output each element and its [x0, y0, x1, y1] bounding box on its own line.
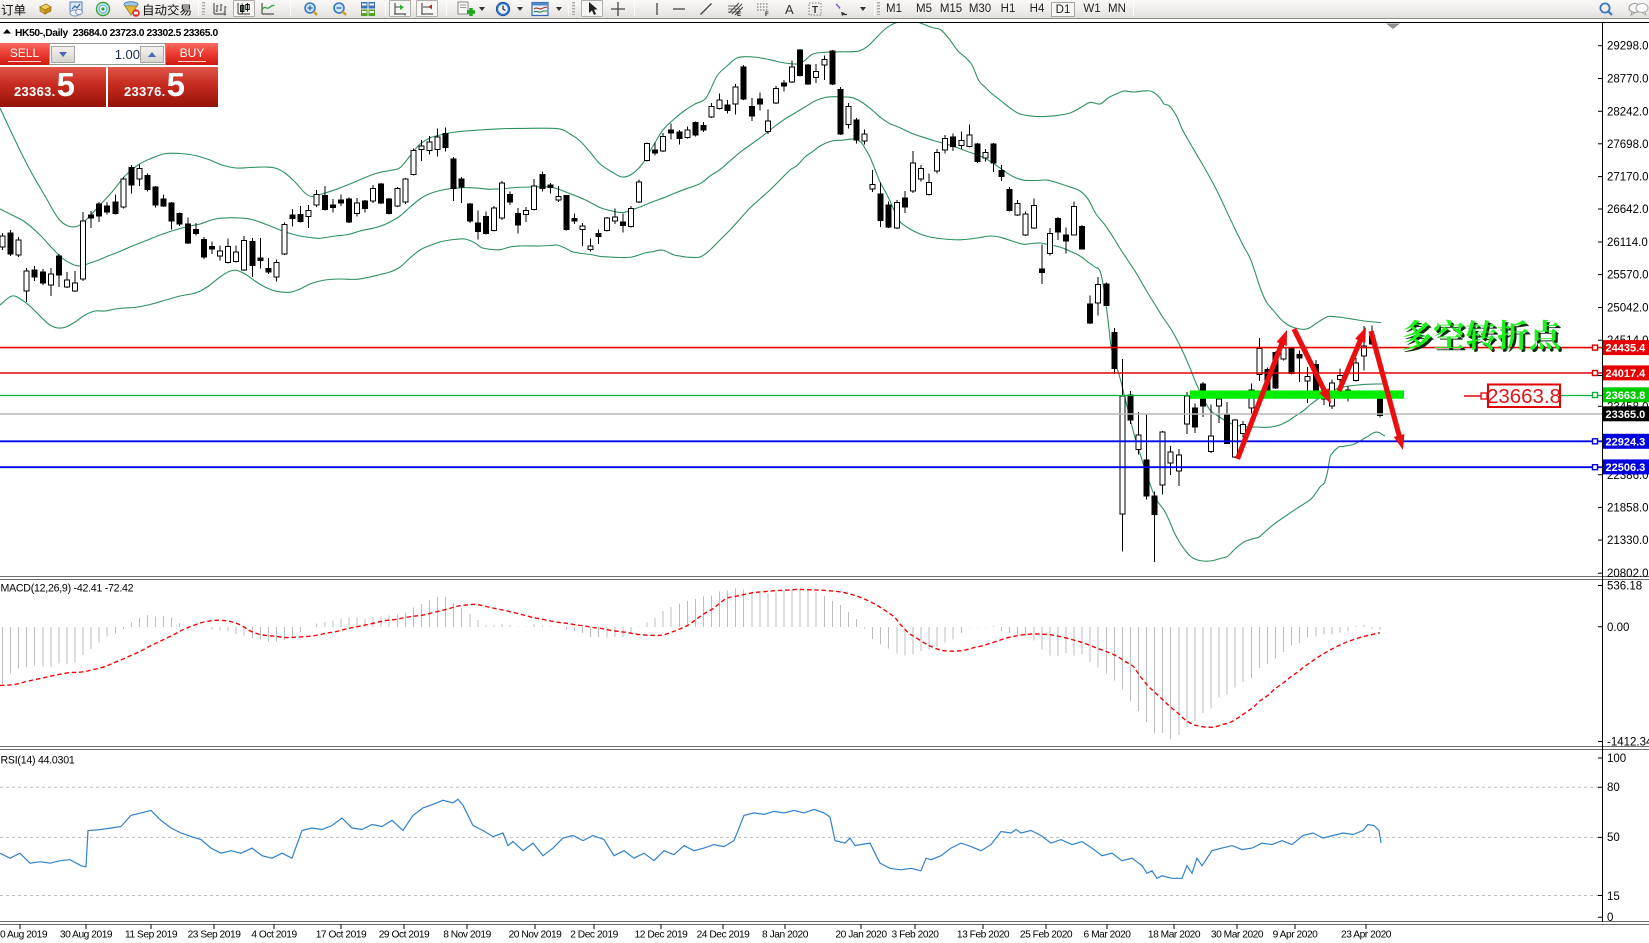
svg-text:HK50-,Daily 23684.0 23723.0 2: HK50-,Daily 23684.0 23723.0 23302.5 2336… [15, 28, 218, 39]
svg-text:15: 15 [1607, 891, 1620, 903]
svg-text:21858.0: 21858.0 [1607, 502, 1649, 514]
svg-text:T: T [812, 5, 818, 16]
svg-text:28242.0: 28242.0 [1607, 106, 1649, 118]
svg-text:F: F [765, 12, 769, 17]
svg-text:30 Aug 2019: 30 Aug 2019 [60, 930, 113, 941]
svg-text:29 Oct 2019: 29 Oct 2019 [379, 930, 430, 941]
svg-text:22924.3: 22924.3 [1606, 436, 1646, 448]
svg-text:0: 0 [1607, 912, 1613, 924]
svg-text:26642.0: 26642.0 [1607, 204, 1649, 216]
svg-text:27170.0: 27170.0 [1607, 172, 1649, 184]
svg-text:20 Jan 2020: 20 Jan 2020 [835, 930, 887, 941]
svg-text:24435.4: 24435.4 [1606, 343, 1647, 355]
svg-text:30 Mar 2020: 30 Mar 2020 [1211, 930, 1264, 941]
svg-text:23 Sep 2019: 23 Sep 2019 [188, 930, 242, 941]
svg-text:24 Dec 2019: 24 Dec 2019 [697, 930, 751, 941]
svg-text:20802.0: 20802.0 [1607, 568, 1649, 580]
svg-text:9 Apr 2020: 9 Apr 2020 [1273, 930, 1319, 941]
svg-text:100: 100 [1607, 753, 1626, 765]
svg-text:22506.3: 22506.3 [1606, 462, 1646, 474]
svg-text:24017.4: 24017.4 [1606, 368, 1647, 380]
svg-text:E: E [737, 12, 741, 17]
svg-text:29298.0: 29298.0 [1607, 41, 1649, 53]
svg-text:12 Dec 2019: 12 Dec 2019 [635, 930, 689, 941]
svg-text:8 Nov 2019: 8 Nov 2019 [443, 930, 491, 941]
svg-text:25 Feb 2020: 25 Feb 2020 [1020, 930, 1073, 941]
svg-text:50: 50 [1607, 832, 1620, 844]
svg-text:20 Nov 2019: 20 Nov 2019 [509, 930, 563, 941]
svg-text:25570.0: 25570.0 [1607, 270, 1649, 282]
svg-text:11 Sep 2019: 11 Sep 2019 [125, 930, 178, 941]
svg-text:21330.0: 21330.0 [1607, 535, 1649, 547]
svg-text:23663.8: 23663.8 [1487, 385, 1561, 408]
svg-text:23365.0: 23365.0 [1606, 409, 1646, 421]
svg-text:0.00: 0.00 [1607, 622, 1629, 634]
svg-text:25042.0: 25042.0 [1607, 303, 1649, 315]
svg-text:4 Oct 2019: 4 Oct 2019 [251, 930, 297, 941]
svg-text:17 Oct 2019: 17 Oct 2019 [316, 930, 367, 941]
svg-text:23663.8: 23663.8 [1606, 390, 1646, 402]
svg-text:13 Feb 2020: 13 Feb 2020 [957, 930, 1010, 941]
svg-text:MACD(12,26,9) -42.41 -72.42: MACD(12,26,9) -42.41 -72.42 [1, 583, 134, 595]
svg-text:2 Dec 2019: 2 Dec 2019 [570, 930, 618, 941]
svg-text:3 Feb 2020: 3 Feb 2020 [891, 930, 939, 941]
svg-text:28770.0: 28770.0 [1607, 74, 1649, 86]
svg-text:27698.0: 27698.0 [1607, 139, 1649, 151]
svg-text:536.18: 536.18 [1607, 581, 1642, 593]
svg-text:6 Mar 2020: 6 Mar 2020 [1083, 930, 1131, 941]
svg-text:18 Mar 2020: 18 Mar 2020 [1148, 930, 1201, 941]
svg-text:8 Jan 2020: 8 Jan 2020 [762, 930, 809, 941]
svg-text:23 Apr 2020: 23 Apr 2020 [1341, 930, 1392, 941]
svg-text:RSI(14) 44.0301: RSI(14) 44.0301 [1, 755, 75, 767]
svg-text:26114.0: 26114.0 [1607, 237, 1648, 249]
svg-text:0 Aug 2019: 0 Aug 2019 [0, 930, 48, 941]
svg-text:80: 80 [1607, 782, 1620, 794]
svg-text:-1412.34: -1412.34 [1607, 737, 1649, 749]
